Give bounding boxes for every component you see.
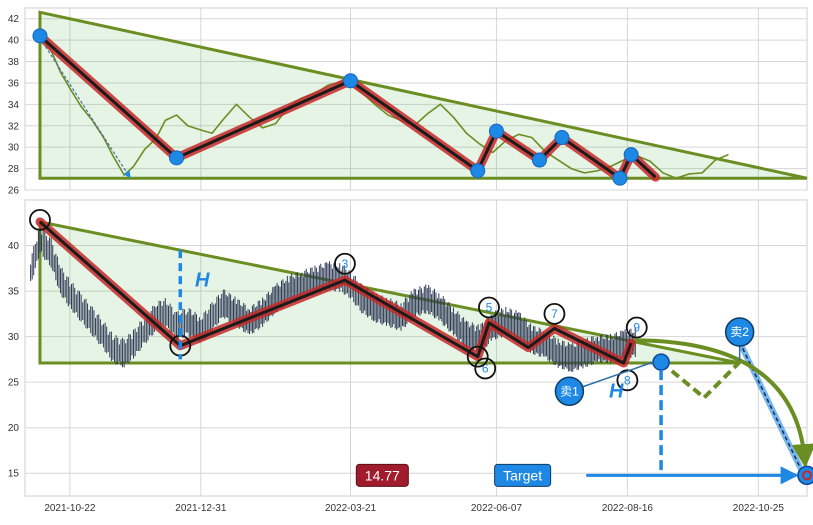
pivot-circle [466,345,489,368]
sell2-label: 卖2 [730,325,749,339]
sell1-label: 卖1 [560,384,579,398]
pattern-point-marker [343,73,359,89]
target-point-inner [802,470,812,481]
breakout-point [652,353,670,371]
y-tick-label: 40 [8,36,20,47]
pattern-point-marker [32,28,48,44]
x-tick-label: 2021-10-22 [44,503,96,514]
pattern-point-marker [488,123,504,139]
pivot-label-text: 8 [624,373,631,387]
y-tick-label: 28 [8,164,20,175]
y-tick-label: 36 [8,78,20,89]
x-tick-label: 2022-10-25 [733,503,785,514]
pivot-label-circle [625,316,648,339]
target-point [797,465,813,486]
sell1-bubble [554,376,585,407]
target-label-box [494,463,552,487]
pivot-label-text: 7 [551,307,558,321]
pivot-circle [29,208,51,231]
sell2-bubble [724,317,755,347]
pattern-line-core [38,34,657,180]
y-tick-label: 34 [8,100,20,111]
pivot-label-text: 3 [342,257,349,271]
target-value-box [355,463,409,487]
y-tick-label: 40 [8,241,20,252]
y-tick-label: 25 [8,378,20,389]
x-tick-label: 2022-06-07 [471,503,523,514]
pattern-point-marker [531,152,547,168]
x-tick-label: 2022-03-21 [325,503,377,514]
pattern-point-marker [554,130,570,146]
target-label-text: Target [503,467,542,483]
y-tick-label: 26 [8,186,20,197]
y-tick-label: 38 [8,57,20,68]
pivot-label-circle [478,296,500,319]
pivot-label-circle [474,357,497,380]
x-tick-label: 2022-08-16 [602,503,654,514]
sell2-path-core [738,341,802,470]
trend-arrow [39,37,131,179]
pivot-label-circle [543,302,566,325]
pivot-label-text: 5 [486,300,493,314]
y-tick-label: 32 [8,121,20,132]
y-tick-label: 35 [8,287,20,298]
pivot-label-circle [334,252,356,275]
sell1-connector [581,361,654,388]
pivot-label-text: 9 [633,321,640,335]
y-tick-label: 30 [8,143,20,154]
forecast-zigzag [659,360,742,401]
pattern-point-marker [470,163,486,179]
pivot-label-text: 6 [482,361,489,375]
y-tick-label: 42 [8,14,20,25]
pattern-point-marker [169,150,185,166]
panel-1: 26 28 30 32 34 36 38 40 42 [8,7,808,197]
x-tick-label: 2021-12-31 [175,503,227,514]
panel-frame [24,199,808,497]
target-value-text: 14.77 [365,467,400,483]
h-label: H [195,270,210,292]
pattern-line-core [38,220,633,365]
pattern-point-marker [623,147,639,163]
y-tick-label: 20 [8,423,20,434]
pattern-point-marker [612,170,628,186]
y-tick-label: 15 [8,469,20,480]
h-label-2: H [609,381,624,403]
y-tick-label: 30 [8,332,20,343]
forecast-curve-arrow [634,338,813,469]
